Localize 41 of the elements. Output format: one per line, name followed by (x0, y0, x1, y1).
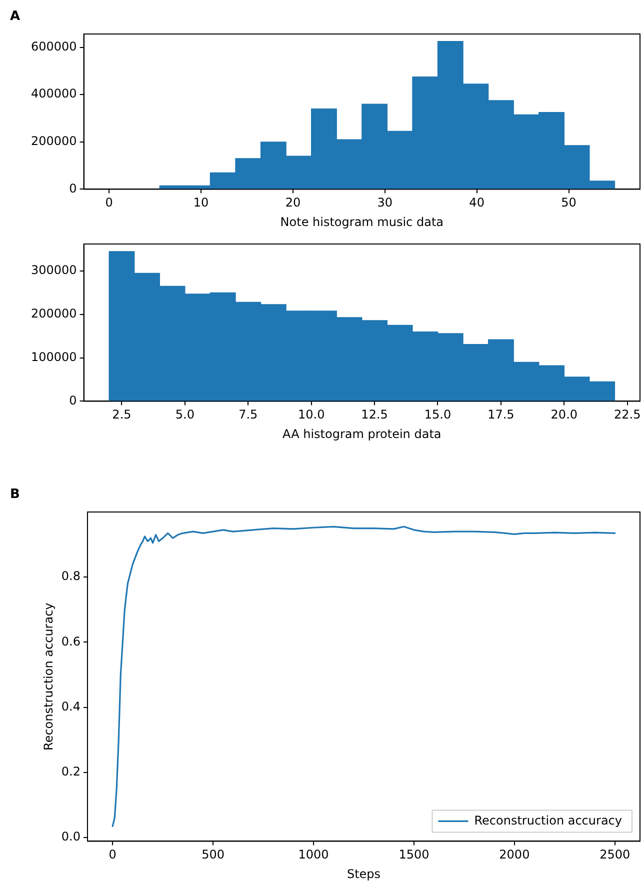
x-tick-label: 2.5 (112, 408, 132, 422)
x-axis-title: AA histogram protein data (282, 426, 442, 441)
x-tick-label: 10.0 (298, 408, 325, 422)
legend-label: Reconstruction accuracy (474, 813, 622, 828)
x-tick-label: 15.0 (424, 408, 452, 422)
y-tick-label: 0.2 (61, 764, 80, 779)
x-tick-label: 20 (285, 196, 301, 210)
y-tick-label: 300000 (30, 263, 77, 278)
x-tick-label: 2000 (499, 848, 530, 862)
x-axis-title: Note histogram music data (280, 214, 444, 229)
x-tick-label: 10 (193, 196, 209, 210)
x-tick-label: 17.5 (488, 408, 514, 422)
y-axis-title: Reconstruction accuracy (41, 602, 56, 750)
text: A (10, 8, 20, 24)
y-tick-label: 0.4 (61, 699, 80, 714)
x-tick-label: 0 (105, 196, 113, 210)
x-tick-label: 22.5 (614, 408, 641, 422)
x-axis-title: Steps (346, 866, 381, 881)
x-tick-label: 40 (469, 196, 484, 210)
x-tick-label: 12.5 (361, 408, 388, 422)
text: B (10, 486, 20, 502)
y-tick-label: 400000 (30, 86, 77, 101)
x-tick-label: 50 (561, 196, 576, 210)
x-tick-label: 1000 (298, 848, 329, 862)
y-tick-label: 200000 (30, 306, 77, 321)
y-tick-label: 100000 (30, 350, 77, 364)
x-tick-label: 5.0 (175, 408, 194, 422)
x-tick-label: 500 (202, 848, 225, 862)
y-tick-label: 200000 (30, 134, 77, 148)
x-tick-label: 30 (377, 196, 393, 210)
y-tick-label: 0.8 (61, 569, 80, 584)
y-tick-label: 0 (69, 181, 77, 196)
y-tick-label: 0 (69, 393, 77, 408)
x-tick-label: 7.5 (238, 408, 258, 422)
x-tick-label: 20.0 (550, 408, 578, 422)
x-tick-label: 0 (108, 848, 116, 862)
x-tick-label: 2500 (600, 848, 630, 862)
x-tick-label: 1500 (398, 848, 430, 862)
y-tick-label: 600000 (30, 39, 77, 54)
y-tick-label: 0.0 (61, 830, 80, 844)
y-tick-label: 0.6 (61, 634, 80, 648)
